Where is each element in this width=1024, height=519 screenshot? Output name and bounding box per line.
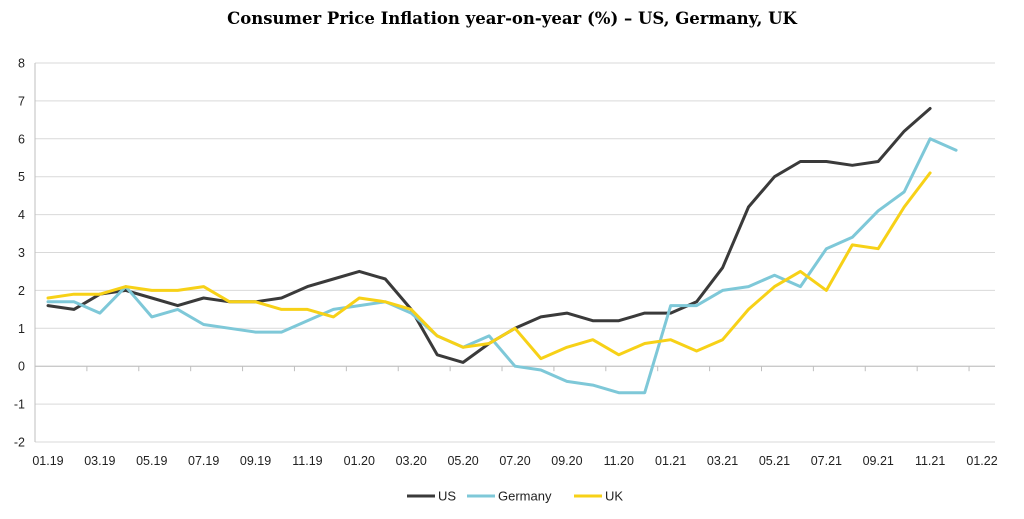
legend-item-us: US — [407, 489, 456, 504]
x-tick-label: 01.22 — [966, 454, 997, 468]
legend-item-germany: Germany — [467, 489, 552, 504]
legend-item-uk: UK — [574, 489, 623, 504]
x-tick-label: 09.21 — [863, 454, 894, 468]
y-tick-label: -1 — [14, 398, 25, 412]
x-tick-label: 07.19 — [188, 454, 219, 468]
legend-label: US — [438, 489, 456, 504]
y-tick-label: 1 — [18, 322, 25, 336]
x-tick-label: 09.20 — [551, 454, 582, 468]
chart-title: Consumer Price Inflation year-on-year (%… — [227, 9, 797, 28]
x-tick-label: 01.19 — [32, 454, 63, 468]
y-tick-label: 3 — [18, 246, 25, 260]
y-tick-label: 4 — [18, 208, 25, 222]
x-tick-label: 01.20 — [344, 454, 375, 468]
x-tick-label: 07.20 — [499, 454, 530, 468]
series-line-germany — [46, 137, 958, 395]
legend: US Germany UK — [407, 489, 623, 504]
x-tick-label: 11.21 — [915, 454, 945, 468]
series-line-uk — [46, 171, 932, 361]
x-tick-label: 01.21 — [655, 454, 686, 468]
series-lines — [46, 107, 958, 395]
y-tick-label: 5 — [18, 170, 25, 184]
x-tick-label: 07.21 — [811, 454, 842, 468]
x-tick-label: 05.19 — [136, 454, 167, 468]
y-tick-label: -2 — [14, 436, 25, 450]
x-tick-label: 11.20 — [604, 454, 634, 468]
legend-label: UK — [605, 489, 623, 504]
gridlines — [35, 62, 995, 443]
x-tick-label: 09.19 — [240, 454, 271, 468]
y-tick-label: 6 — [18, 132, 25, 146]
y-tick-label: 7 — [18, 94, 25, 108]
x-tick-label: 05.20 — [447, 454, 478, 468]
x-tick-label: 05.21 — [759, 454, 790, 468]
x-tick-label: 03.19 — [84, 454, 115, 468]
series-line-us — [46, 107, 932, 364]
y-tick-label: 0 — [18, 360, 25, 374]
x-tick-label: 03.20 — [396, 454, 427, 468]
legend-label: Germany — [498, 489, 552, 504]
x-tick-label: 03.21 — [707, 454, 738, 468]
y-tick-label: 8 — [18, 57, 25, 71]
axes: -2 -1 0 1 2 3 4 5 6 7 8 01.19 03.19 05.19 07.19 09.19 11… — [14, 57, 998, 469]
x-tick-label: 11.19 — [292, 454, 322, 468]
y-tick-label: 2 — [18, 284, 25, 298]
